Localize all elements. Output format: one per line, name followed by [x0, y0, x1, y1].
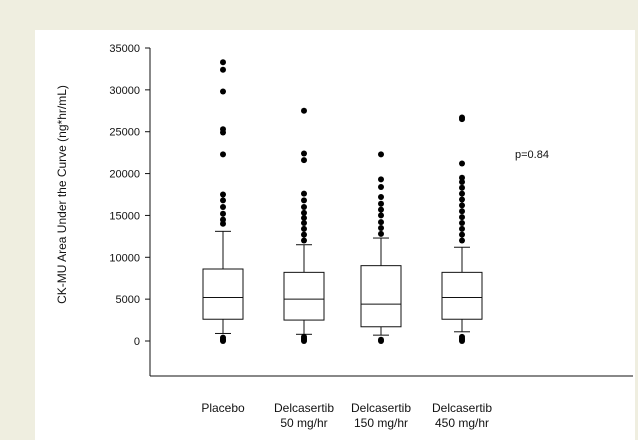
- outlier-point: [220, 197, 226, 204]
- outlier-point: [220, 204, 226, 211]
- outlier-point: [378, 183, 384, 190]
- y-axis-title: CK-MU Area Under the Curve (ng*hr/mL): [55, 85, 69, 304]
- outlier-point: [459, 225, 465, 232]
- outlier-point: [459, 333, 465, 340]
- outlier-point: [220, 59, 226, 66]
- outlier-point: [301, 190, 307, 197]
- outlier-point: [459, 114, 465, 121]
- category-label: 450 mg/hr: [435, 416, 489, 430]
- outlier-point: [378, 219, 384, 226]
- y-tick-label: 5000: [116, 294, 140, 306]
- outlier-point: [459, 219, 465, 226]
- outlier-point: [301, 333, 307, 340]
- iqr-box: [360, 265, 402, 328]
- y-tick-label: 25000: [109, 127, 140, 139]
- outlier-point: [301, 214, 307, 221]
- outlier-point: [301, 107, 307, 114]
- p-value-annotation: p=0.84: [515, 149, 549, 161]
- y-tick-label: 20000: [109, 169, 140, 181]
- outlier-point: [459, 231, 465, 238]
- outlier-point: [378, 194, 384, 201]
- outlier-point: [459, 190, 465, 197]
- outlier-point: [459, 202, 465, 209]
- outlier-point: [459, 196, 465, 203]
- y-tick-label: 30000: [109, 85, 140, 97]
- outlier-point: [459, 214, 465, 221]
- outlier-point: [378, 176, 384, 183]
- outlier-point: [301, 231, 307, 238]
- iqr-box: [202, 268, 244, 320]
- y-tick-label: 15000: [109, 210, 140, 222]
- outlier-point: [378, 151, 384, 158]
- outlier-point: [301, 150, 307, 157]
- outlier-point: [220, 216, 226, 223]
- outlier-point: [301, 237, 307, 244]
- outlier-point: [220, 334, 226, 341]
- outlier-point: [459, 237, 465, 244]
- outlier-point: [220, 220, 226, 227]
- outlier-point: [220, 126, 226, 133]
- outlier-point: [459, 178, 465, 185]
- outlier-point: [378, 230, 384, 237]
- category-label: Placebo: [201, 401, 245, 415]
- outlier-point: [301, 225, 307, 232]
- outlier-point: [378, 212, 384, 219]
- outlier-point: [220, 151, 226, 158]
- outlier-point: [301, 219, 307, 226]
- outlier-point: [459, 160, 465, 167]
- outlier-point: [459, 184, 465, 191]
- outlier-point: [301, 157, 307, 164]
- category-label: 50 mg/hr: [280, 416, 327, 430]
- outlier-point: [301, 204, 307, 211]
- category-label: Delcasertib: [432, 401, 492, 415]
- outlier-point: [301, 197, 307, 204]
- outlier-point: [301, 209, 307, 216]
- outlier-point: [459, 208, 465, 215]
- y-tick-label: 10000: [109, 252, 140, 264]
- iqr-box: [441, 271, 483, 320]
- outlier-point: [378, 200, 384, 207]
- outlier-point: [220, 191, 226, 198]
- outlier-point: [220, 88, 226, 95]
- outlier-point: [220, 210, 226, 217]
- outlier-point: [459, 174, 465, 181]
- category-label: Delcasertib: [351, 401, 411, 415]
- category-label: Delcasertib: [274, 401, 334, 415]
- chart-frame: 0 5000 10000 15000 20000 25000 30000 35000 CK-MU…: [35, 30, 635, 440]
- outlier-point: [378, 336, 384, 343]
- outlier-point: [378, 224, 384, 231]
- y-tick-label: 35000: [109, 43, 140, 55]
- outlier-point: [220, 66, 226, 73]
- category-label: 150 mg/hr: [354, 416, 408, 430]
- iqr-box: [283, 271, 325, 321]
- y-tick-label: 0: [134, 336, 140, 348]
- box-plot-chart: 0 5000 10000 15000 20000 25000 30000 35000 CK-MU…: [55, 43, 633, 430]
- outlier-point: [378, 206, 384, 213]
